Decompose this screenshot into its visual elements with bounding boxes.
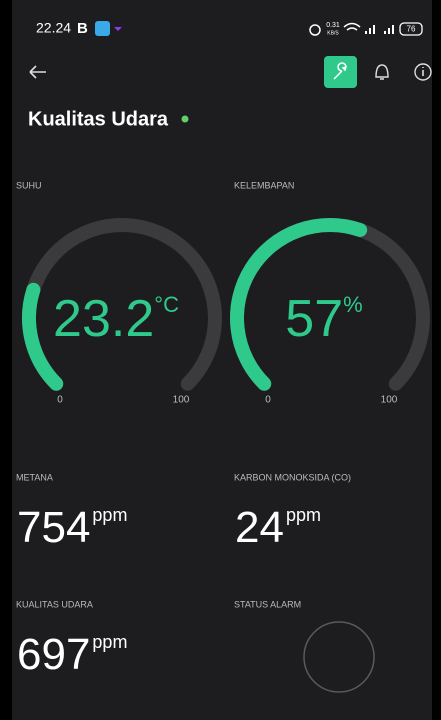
alarm-icon xyxy=(309,24,321,36)
gauge-min: 0 xyxy=(57,395,63,406)
background xyxy=(12,0,432,720)
metric-unit: ppm xyxy=(92,632,127,652)
gauge-value-number: 57 xyxy=(285,290,343,348)
gauge-unit: % xyxy=(343,292,363,317)
metric-value: 754 ppm xyxy=(17,503,127,552)
wifi-icon xyxy=(343,22,361,31)
metric-label: KUALITAS UDARA xyxy=(16,599,93,609)
gauge-value: 23.2°C xyxy=(53,290,179,348)
notification-button[interactable] xyxy=(375,64,389,80)
online-dot xyxy=(181,115,189,123)
info-button[interactable] xyxy=(414,63,432,81)
metric-number: 24 xyxy=(235,503,284,552)
metric-value: 24 ppm xyxy=(235,503,321,552)
status-time: 22.24 xyxy=(36,20,71,36)
status-speed-unit: KB/S xyxy=(327,30,339,36)
gauge-unit: °C xyxy=(154,292,179,317)
status-app-icon xyxy=(114,27,122,31)
metric-unit: ppm xyxy=(92,505,127,525)
gauge-max: 100 xyxy=(173,395,190,406)
gauge-label: KELEMBAPAN xyxy=(234,180,294,190)
gauge-value: 57% xyxy=(285,290,362,348)
gauge-label: SUHU xyxy=(16,180,42,190)
gauge-value-arc xyxy=(22,282,64,391)
alarm-label: STATUS ALARM xyxy=(234,599,301,609)
gauge-value-arc xyxy=(230,218,368,391)
alarm-indicator xyxy=(303,621,375,693)
status-app-icon xyxy=(95,21,110,36)
metric-unit: ppm xyxy=(286,505,321,525)
battery-icon xyxy=(399,22,423,36)
gauge-max: 100 xyxy=(381,395,398,406)
page-title: Kualitas Udara xyxy=(28,108,169,130)
gauge-min: 0 xyxy=(265,395,271,406)
wrench-icon xyxy=(333,62,347,80)
metric-value: 697 ppm xyxy=(17,630,127,679)
signal-icon xyxy=(365,25,394,34)
metric-number: 697 xyxy=(17,630,90,679)
status-speed: 0.31 xyxy=(326,22,340,29)
back-button[interactable] xyxy=(29,65,46,79)
metric-label: KARBON MONOKSIDA (CO) xyxy=(234,472,351,482)
battery-level: 76 xyxy=(407,25,416,34)
status-app-letter: B xyxy=(77,20,88,37)
metric-number: 754 xyxy=(17,503,90,552)
gauge-value-number: 23.2 xyxy=(53,290,154,348)
metric-label: METANA xyxy=(16,472,53,482)
